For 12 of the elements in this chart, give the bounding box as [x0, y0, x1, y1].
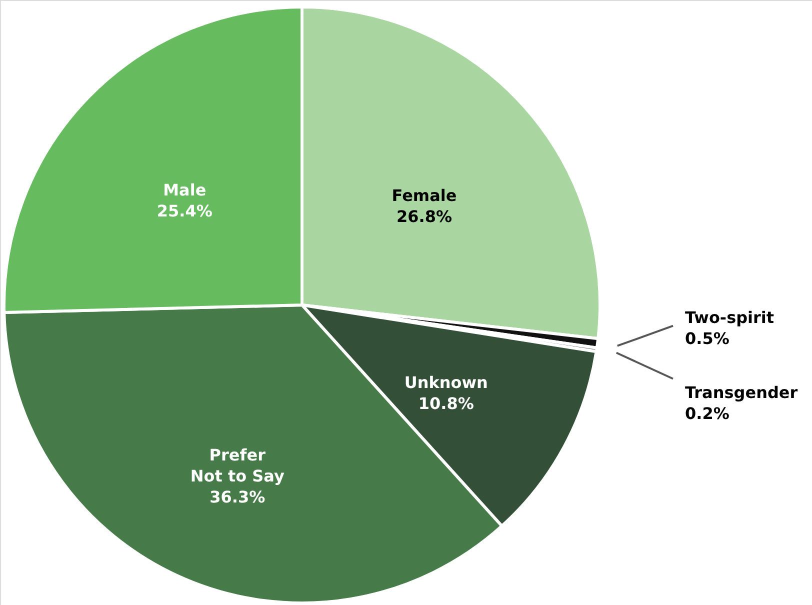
slice-label: Prefer Not to Say: [190, 446, 285, 486]
data-label: 26.8%: [396, 206, 452, 226]
slice-label: Unknown: [404, 373, 488, 392]
data-label: 36.3%: [210, 488, 266, 507]
data-label: 0.2%: [685, 404, 730, 423]
slice-label: Female: [392, 186, 457, 205]
data-label: 10.8%: [418, 394, 474, 414]
data-label: 25.4%: [156, 202, 212, 221]
data-label: 0.5%: [685, 328, 730, 348]
slice-label: Transgender: [685, 382, 798, 402]
slice-label: Male: [163, 180, 206, 200]
slice-label: Two-spirit: [685, 308, 774, 327]
